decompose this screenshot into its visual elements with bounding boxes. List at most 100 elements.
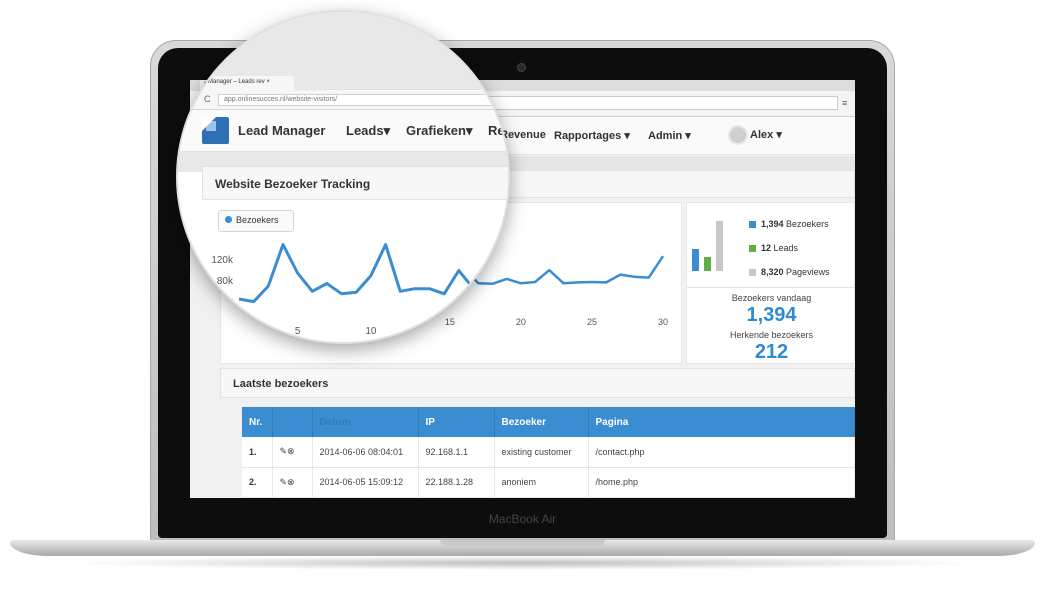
stat-pageviews: 8,320 Pageviews [749, 267, 830, 277]
magnified-browser-tab[interactable]: Manager – Leads rev × [204, 76, 294, 90]
divider [687, 287, 855, 288]
cell-ip: 22.188.1.28 [418, 467, 495, 498]
magnified-navbar: Lead Manager Leads▾ Grafieken▾ Re [178, 110, 508, 152]
laptop-base [10, 540, 1035, 556]
app-logo-text[interactable]: Lead Manager [238, 123, 326, 138]
stat-bezoekers: 1,394 Bezoekers [749, 219, 829, 229]
table-row[interactable]: 1. ✎⊗ 2014-06-06 08:04:01 92.168.1.1 exi… [242, 437, 855, 468]
recognized-value: 212 [754, 341, 789, 363]
stat-value: 12 [761, 243, 772, 253]
chevron-down-icon: ▾ [685, 130, 691, 142]
stat-label: Leads [773, 243, 799, 253]
column-header-datum[interactable]: Datum [312, 407, 419, 437]
magnifier-lens: Manager – Leads rev × C app.onlinesucces… [176, 10, 510, 344]
y-tick-label: 80k [217, 276, 234, 287]
magnified-panel-header: Website Bezoeker Tracking [202, 166, 508, 200]
nav-label: Grafieken [406, 123, 466, 138]
close-icon[interactable]: × [266, 79, 270, 85]
edit-delete-icons[interactable]: ✎⊗ [272, 437, 313, 468]
nav-label: Admin [648, 130, 683, 142]
magnified-line-chart: 40k80k120k51015202530 [211, 243, 508, 337]
legend-dot [225, 216, 232, 223]
nav-admin[interactable]: Admin ▾ [648, 129, 691, 142]
stat-value: 8,320 [761, 267, 784, 277]
menu-icon[interactable]: ≡ [842, 98, 848, 108]
magnified-chart: Bezoekers 40k80k120k51015202530 [204, 204, 508, 342]
y-tick-label: 120k [211, 255, 234, 266]
user-name: Alex [750, 129, 774, 141]
logo-fold [202, 117, 216, 131]
laptop-brand-label: MacBook Air [488, 512, 557, 526]
y-tick-label: 40k [217, 297, 234, 308]
nav-grafieken[interactable]: Grafieken▾ [406, 123, 473, 139]
cell-nr: 1. [242, 437, 273, 468]
column-header-pagina[interactable]: Pagina [588, 407, 855, 437]
x-tick-label: 30 [658, 317, 668, 327]
chevron-down-icon: ▾ [776, 129, 782, 141]
stat-label: Pageviews [786, 267, 830, 277]
stat-leads: 12 Leads [749, 243, 798, 253]
nav-revenue-partial[interactable]: Re [488, 123, 505, 138]
x-tick-label: 15 [439, 326, 451, 337]
cell-bezoeker: anoniem [494, 467, 589, 498]
magnified-toolbar: C app.onlinesucces.nl/website-visitors/ [178, 90, 508, 110]
avatar[interactable] [728, 125, 748, 145]
legend-square [749, 269, 756, 277]
cell-ip: 92.168.1.1 [418, 437, 495, 468]
edit-delete-icons[interactable]: ✎⊗ [272, 467, 313, 498]
today-label: Bezoekers vandaag [731, 293, 812, 303]
series-line-bezoekers [238, 243, 508, 304]
laptop-shadow [60, 556, 985, 570]
legend-square [749, 245, 756, 253]
cell-bezoeker: existing customer [494, 437, 589, 468]
reload-icon[interactable]: C [204, 94, 211, 104]
x-tick-label: 5 [295, 326, 301, 337]
stats-panel: 1,394 Bezoekers 12 Leads 8,320 Pageviews… [686, 202, 855, 364]
x-tick-label: 20 [516, 317, 526, 327]
camera-icon [517, 63, 526, 72]
column-header-nr[interactable]: Nr. [242, 407, 273, 437]
cell-nr: 2. [242, 467, 273, 498]
stat-label: Bezoekers [786, 219, 829, 229]
column-header-actions [272, 407, 313, 437]
nav-label: Leads [346, 123, 384, 138]
panel-title: Website Bezoeker Tracking [215, 177, 371, 191]
chevron-down-icon: ▾ [624, 130, 630, 142]
tab-title: Manager – Leads rev [208, 79, 265, 85]
legend-toggle[interactable]: Bezoekers [218, 210, 294, 232]
chevron-down-icon: ▾ [383, 123, 391, 138]
today-value: 1,394 [746, 304, 797, 326]
panel-title: Laatste bezoekers [233, 378, 329, 390]
visitors-table: Nr. Datum IP Bezoeker Pagina 1. ✎⊗ 2014-… [242, 407, 855, 498]
mini-bar-leads [704, 257, 711, 271]
column-header-ip[interactable]: IP [418, 407, 495, 437]
cell-pagina: /contact.php [588, 437, 855, 468]
mini-bar-chart [692, 221, 723, 271]
table-header-row: Nr. Datum IP Bezoeker Pagina [242, 407, 855, 437]
nav-leads[interactable]: Leads▾ [346, 123, 390, 139]
nav-label: Revenue [500, 129, 546, 141]
nav-label: Rapportages [554, 130, 622, 142]
x-tick-label: 25 [587, 317, 597, 327]
nav-revenue[interactable]: Revenue [500, 129, 546, 141]
stat-value: 1,394 [761, 219, 784, 229]
mini-bar-pageviews [716, 221, 723, 271]
magnified-view: Manager – Leads rev × C app.onlinesucces… [178, 12, 508, 342]
nav-rapportages[interactable]: Rapportages ▾ [554, 129, 630, 142]
x-tick-label: 10 [365, 326, 377, 337]
user-menu[interactable]: Alex ▾ [750, 128, 782, 141]
cell-pagina: /home.php [588, 467, 855, 498]
table-row[interactable]: 2. ✎⊗ 2014-06-05 15:09:12 22.188.1.28 an… [242, 467, 855, 498]
laptop-base-notch [440, 540, 605, 546]
recognized-label: Herkende bezoekers [729, 330, 814, 340]
cell-datum: 2014-06-05 15:09:12 [312, 467, 419, 498]
cell-datum: 2014-06-06 08:04:01 [312, 437, 419, 468]
visitors-panel-header: Laatste bezoekers [220, 368, 855, 398]
magnified-address-bar[interactable]: app.onlinesucces.nl/website-visitors/ [218, 94, 508, 106]
column-header-bezoeker[interactable]: Bezoeker [494, 407, 589, 437]
chevron-down-icon: ▾ [465, 123, 473, 138]
legend-square [749, 221, 756, 229]
mini-bar-bezoekers [692, 249, 699, 271]
logo-icon [202, 117, 229, 144]
legend-label: Bezoekers [236, 215, 279, 225]
